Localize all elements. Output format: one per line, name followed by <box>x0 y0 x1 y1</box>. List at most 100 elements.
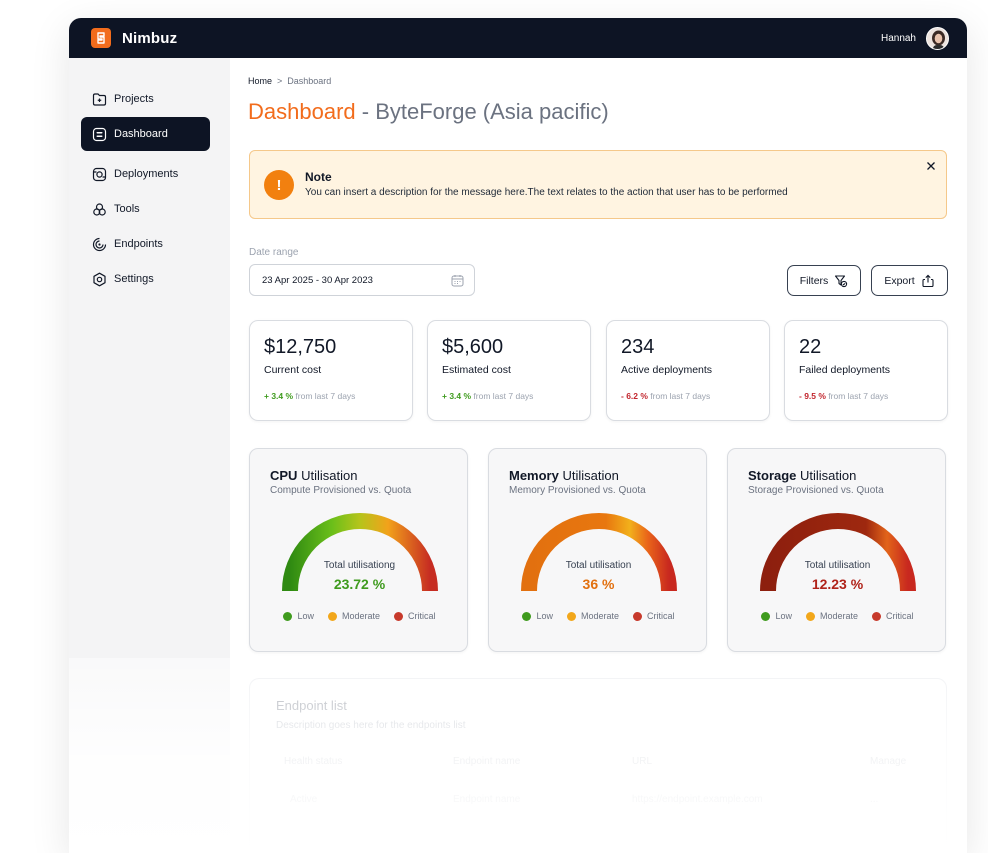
stat-change-suffix: from last 7 days <box>471 391 534 401</box>
legend-dot <box>633 611 643 621</box>
gauge-title: Memory Utilisation <box>509 468 619 483</box>
legend-label: Low <box>297 611 314 621</box>
sidebar-item-deployments[interactable]: Deployments <box>81 157 210 191</box>
note-description: You can insert a description for the mes… <box>305 187 788 198</box>
table-cell[interactable]: https://endpoint.example.com <box>632 794 763 805</box>
column-header[interactable]: Health status <box>284 756 343 767</box>
stat-value: $12,750 <box>264 336 337 358</box>
stat-label: Current cost <box>264 364 322 376</box>
gauge-title-bold: CPU <box>270 468 298 483</box>
sidebar-item-label: Dashboard <box>114 128 168 140</box>
sidebar-item-label: Settings <box>114 273 154 285</box>
note-banner: ! Note You can insert a description for … <box>249 150 947 219</box>
gauge-arc <box>760 513 916 592</box>
date-range-label: Date range <box>249 247 299 258</box>
sidebar-item-label: Projects <box>114 93 154 105</box>
sidebar-item-endpoints[interactable]: Endpoints <box>81 227 210 261</box>
stat-change-suffix: from last 7 days <box>825 391 889 401</box>
legend-dot <box>283 611 293 621</box>
breadcrumb-home[interactable]: Home <box>248 76 273 86</box>
sidebar-item-dashboard[interactable]: Dashboard <box>81 117 210 151</box>
stat-card-current-cost: $12,750 Current cost + 3.4 % from last 7… <box>249 320 413 421</box>
legend-dot <box>566 611 576 621</box>
gauge-center-label: Total utilisation <box>804 560 871 571</box>
endpoints-icon <box>91 236 107 252</box>
column-header[interactable]: URL <box>632 756 653 767</box>
stat-change: - 9.5 % from last 7 days <box>799 391 888 401</box>
legend-dot <box>522 611 532 621</box>
sidebar: Projects Dashboard Deployments Tools End… <box>69 58 230 853</box>
gauge-center-label: Total utilisation <box>565 560 632 571</box>
legend-label: Low <box>775 611 792 621</box>
stat-value: $5,600 <box>442 336 504 358</box>
legend-item-moderate: Moderate <box>327 611 380 621</box>
page-title: Dashboard - ByteForge (Asia pacific) <box>248 99 609 125</box>
export-button-label: Export <box>884 274 915 287</box>
sidebar-item-label: Deployments <box>114 168 179 180</box>
logo-icon[interactable] <box>91 28 111 48</box>
sidebar-item-projects[interactable]: Projects <box>81 82 210 116</box>
endpoint-list-card: Endpoint list Description goes here for … <box>249 678 947 853</box>
calendar-icon[interactable] <box>451 274 464 290</box>
breadcrumb: Home > Dashboard <box>248 76 331 86</box>
stat-label: Estimated cost <box>442 364 511 376</box>
avatar[interactable] <box>926 26 949 50</box>
stat-change: + 3.4 % from last 7 days <box>264 391 355 401</box>
close-icon[interactable] <box>925 159 937 171</box>
legend-item-moderate: Moderate <box>805 611 859 621</box>
legend-item-moderate: Moderate <box>566 611 619 621</box>
legend-item-critical: Critical <box>872 611 914 621</box>
date-range-input[interactable]: 23 Apr 2025 - 30 Apr 2023 <box>249 264 475 296</box>
stat-value: 22 <box>799 336 822 358</box>
user-name[interactable]: Hannah <box>880 32 916 44</box>
legend-item-low: Low <box>761 611 792 621</box>
gauge-legend: Low Moderate Critical <box>728 611 947 621</box>
legend-dot <box>394 611 404 621</box>
gauge-center-label: Total utilisationg <box>323 560 396 571</box>
endpoint-list-description: Description goes here for the endpoints … <box>276 720 466 731</box>
export-button[interactable]: Export <box>871 265 948 296</box>
stat-change-value: + 3.4 % <box>442 391 472 401</box>
stat-label: Failed deployments <box>799 364 891 376</box>
legend-label: Moderate <box>819 611 859 621</box>
legend-dot <box>761 611 771 621</box>
gauge-value: 23.72 % <box>333 576 386 592</box>
legend-label: Critical <box>408 611 436 621</box>
filters-button[interactable]: Filters <box>787 265 861 296</box>
gauge-title: Storage Utilisation <box>748 468 856 483</box>
page-title-main: Dashboard <box>248 99 356 124</box>
share-icon <box>922 274 934 287</box>
app-window: Nimbuz Hannah Projects Dashboard <box>69 18 967 853</box>
gauge-title-rest: Utilisation <box>796 468 857 483</box>
note-title: Note <box>305 170 332 184</box>
stat-value: 234 <box>621 336 655 358</box>
gauge-subtitle: Compute Provisioned vs. Quota <box>270 485 412 496</box>
sidebar-item-tools[interactable]: Tools <box>81 192 210 226</box>
gauge-legend: Low Moderate Critical <box>489 611 708 621</box>
stat-card-active-deployments: 234 Active deployments - 6.2 % from last… <box>606 320 770 421</box>
column-header[interactable]: Endpoint name <box>453 756 521 767</box>
legend-dot <box>805 611 815 621</box>
gauge-value: 12.23 % <box>811 576 864 592</box>
settings-icon <box>91 271 107 287</box>
gauge-arc <box>521 513 677 592</box>
gauge-card-storage: Storage Utilisation Storage Provisioned … <box>727 448 946 652</box>
filter-icon <box>835 274 848 287</box>
folder-plus-icon <box>91 91 107 107</box>
gauge-subtitle: Memory Provisioned vs. Quota <box>509 485 646 496</box>
sidebar-item-label: Tools <box>114 203 140 215</box>
stat-change: + 3.4 % from last 7 days <box>442 391 533 401</box>
legend-item-low: Low <box>522 611 553 621</box>
gauge-title-bold: Storage <box>748 468 797 483</box>
stat-card-failed-deployments: 22 Failed deployments - 9.5 % from last … <box>784 320 948 421</box>
top-bar: Nimbuz Hannah <box>69 18 967 58</box>
table-cell[interactable]: Endpoint name <box>453 794 521 805</box>
row-actions[interactable]: ... <box>870 794 879 805</box>
sidebar-item-settings[interactable]: Settings <box>81 262 210 296</box>
column-header[interactable]: Manage <box>870 756 907 767</box>
stat-card-estimated-cost: $5,600 Estimated cost + 3.4 % from last … <box>427 320 591 421</box>
gauge-subtitle: Storage Provisioned vs. Quota <box>748 485 884 496</box>
breadcrumb-current: Dashboard <box>287 76 332 86</box>
breadcrumb-separator: > <box>277 76 283 86</box>
stat-change: - 6.2 % from last 7 days <box>621 391 710 401</box>
